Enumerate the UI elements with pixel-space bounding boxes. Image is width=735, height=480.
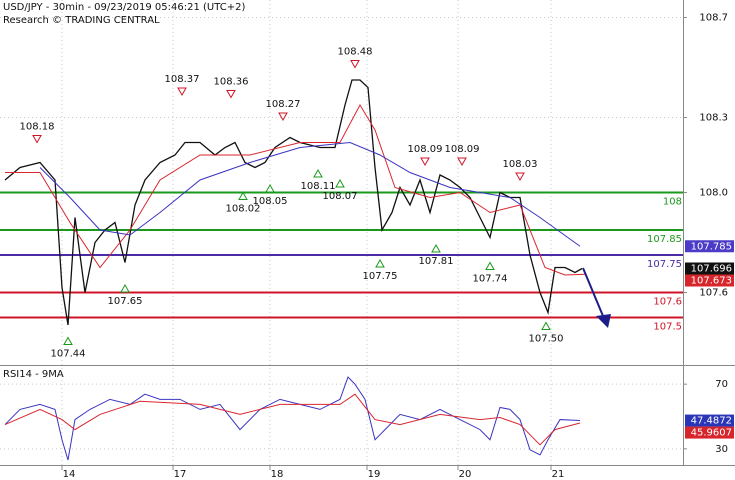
low-label: 107.81	[419, 256, 454, 267]
series-line	[4, 393, 581, 446]
series-line	[4, 79, 583, 326]
high-label: 108.09	[445, 144, 480, 155]
high-marker	[177, 87, 187, 97]
high-marker	[278, 112, 288, 122]
last-value-label: 45.9607	[691, 428, 732, 439]
x-tick-label: 17	[174, 469, 187, 480]
high-label: 108.18	[20, 122, 55, 133]
high-marker	[420, 157, 430, 167]
last-value-box	[685, 414, 734, 427]
last-value-box	[685, 426, 734, 439]
low-label: 108.11	[301, 181, 336, 192]
low-label: 108.07	[323, 191, 358, 202]
low-label: 107.74	[473, 274, 508, 285]
last-value-label: 47.4872	[691, 416, 732, 427]
high-label: 108.48	[338, 47, 373, 58]
low-marker	[375, 258, 385, 268]
high-label: 108.03	[503, 159, 538, 170]
high-label: 108.37	[165, 74, 200, 85]
high-label: 108.36	[214, 77, 249, 88]
low-marker	[541, 321, 551, 330]
level-label: 107.5	[653, 322, 682, 333]
low-label: 108.05	[253, 196, 288, 207]
last-value-label: 107.785	[691, 241, 732, 252]
level-label: 107.75	[647, 259, 682, 270]
low-marker	[63, 336, 73, 345]
y-tick-label: 30	[715, 444, 728, 455]
low-marker	[313, 168, 323, 178]
x-tick-label: 18	[271, 469, 284, 480]
y-tick-label: 70	[715, 379, 728, 390]
low-marker	[485, 261, 495, 270]
low-marker	[431, 243, 441, 253]
low-label: 107.75	[363, 271, 398, 282]
last-value-label: 107.696	[691, 264, 732, 275]
high-marker	[226, 90, 236, 99]
high-marker	[457, 157, 467, 167]
y-tick-label: 108.3	[699, 113, 728, 124]
x-tick-label: 19	[368, 469, 381, 480]
series-line	[5, 103, 586, 276]
high-marker	[350, 60, 360, 69]
high-label: 108.09	[408, 144, 443, 155]
forecast-arrow	[582, 267, 611, 328]
low-marker	[120, 283, 130, 293]
high-marker	[515, 172, 525, 182]
x-tick-label: 14	[63, 469, 76, 480]
y-tick-label: 107.6	[699, 288, 728, 299]
last-value-box	[685, 262, 734, 275]
y-tick-label: 108.0	[699, 188, 728, 199]
last-value-box	[685, 274, 734, 287]
low-label: 108.02	[226, 204, 261, 215]
chart-title: USD/JPY - 30min - 09/23/2019 05:46:21 (U…	[3, 2, 245, 13]
series-line	[39, 141, 581, 247]
high-label: 108.27	[266, 99, 301, 110]
level-label: 108	[663, 197, 682, 208]
high-marker	[32, 135, 42, 144]
low-label: 107.50	[529, 334, 564, 345]
chart-subtitle: Research © TRADING CENTRAL	[3, 15, 160, 26]
x-tick-label: 21	[552, 469, 565, 480]
last-value-box	[685, 240, 734, 253]
low-label: 107.44	[51, 349, 86, 360]
low-label: 107.65	[108, 296, 143, 307]
low-marker	[335, 178, 345, 188]
level-label: 107.6	[653, 297, 682, 308]
last-value-label: 107.673	[691, 276, 732, 287]
low-marker	[265, 183, 275, 193]
x-tick-label: 20	[459, 469, 472, 480]
y-tick-label: 108.7	[699, 13, 728, 24]
low-marker	[238, 191, 248, 200]
level-label: 107.85	[647, 234, 682, 245]
rsi-title: RSI14 - 9MA	[3, 369, 64, 380]
